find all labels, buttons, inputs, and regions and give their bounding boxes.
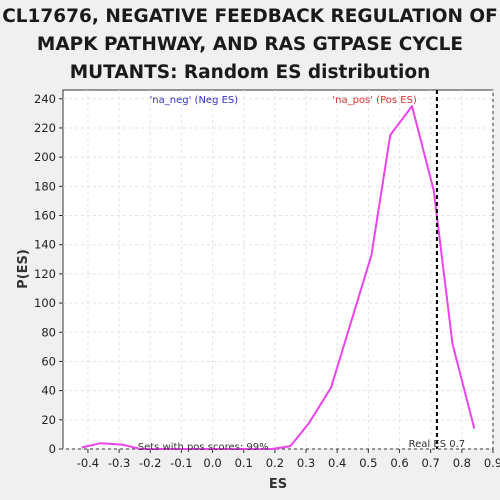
y-tick-label: 140	[34, 238, 56, 252]
x-tick-label: 0.7	[422, 456, 440, 470]
es-density-line	[81, 105, 476, 450]
y-tick-label: 100	[34, 296, 56, 310]
annotation-text: 'na_pos' (Pos ES)	[332, 95, 417, 106]
y-tick-label: 240	[34, 92, 56, 106]
x-tick-label: 0.2	[266, 456, 284, 470]
y-tick-label: 180	[34, 179, 56, 193]
x-tick-label: 0.4	[328, 456, 346, 470]
y-axis-label: P(ES)	[16, 249, 31, 289]
chart-title-line-3: MUTANTS: Random ES distribution	[69, 62, 431, 83]
x-tick-label: 0.0	[203, 456, 221, 470]
reference-group: Real ES 0.7	[409, 90, 465, 450]
real-es-label: Real ES 0.7	[409, 439, 465, 450]
annotation-text: Sets with pos scores: 99%	[138, 442, 269, 453]
y-tick-label: 0	[49, 442, 56, 456]
x-tick-label: 0.3	[297, 456, 315, 470]
y-axis: 0 20 40 60 80 100 120 140 160 180 200 220 240	[34, 92, 63, 456]
x-tick-label: 0.1	[235, 456, 253, 470]
x-tick-label: -0.4	[77, 456, 99, 470]
chart-title-line-1: CL17676, NEGATIVE FEEDBACK REGULATION OF	[2, 6, 498, 27]
x-tick-label: -0.1	[170, 456, 192, 470]
x-tick-label: 0.8	[453, 456, 471, 470]
y-tick-label: 60	[41, 354, 56, 368]
x-tick-label: 0.6	[390, 456, 408, 470]
y-tick-label: 80	[41, 325, 56, 339]
x-axis-label: ES	[269, 477, 287, 492]
y-tick-label: 200	[34, 150, 56, 164]
chart-title-line-2: MAPK PATHWAY, AND RAS GTPASE CYCLE	[36, 34, 464, 55]
y-tick-label: 160	[34, 209, 56, 223]
x-tick-label: 0.5	[359, 456, 377, 470]
x-axis: -0.4 -0.3 -0.2 -0.1 0.0 0.1 0.2 0.3 0.4 0.5 0.6 0.7…	[77, 449, 500, 470]
y-tick-label: 220	[34, 121, 56, 135]
y-tick-label: 40	[41, 384, 56, 398]
x-tick-label: -0.2	[139, 456, 161, 470]
annotations: 'na_neg' (Neg ES) 'na_pos' (Pos ES) Sets w…	[138, 95, 417, 453]
chart-title: CL17676, NEGATIVE FEEDBACK REGULATION OF…	[0, 3, 500, 87]
x-tick-label: -0.3	[108, 456, 130, 470]
x-tick-label: 0.9	[484, 456, 500, 470]
y-tick-label: 20	[41, 413, 56, 427]
plot-area	[62, 89, 494, 450]
annotation-text: 'na_neg' (Neg ES)	[150, 95, 239, 106]
y-tick-label: 120	[34, 267, 56, 281]
series-group	[81, 105, 476, 450]
